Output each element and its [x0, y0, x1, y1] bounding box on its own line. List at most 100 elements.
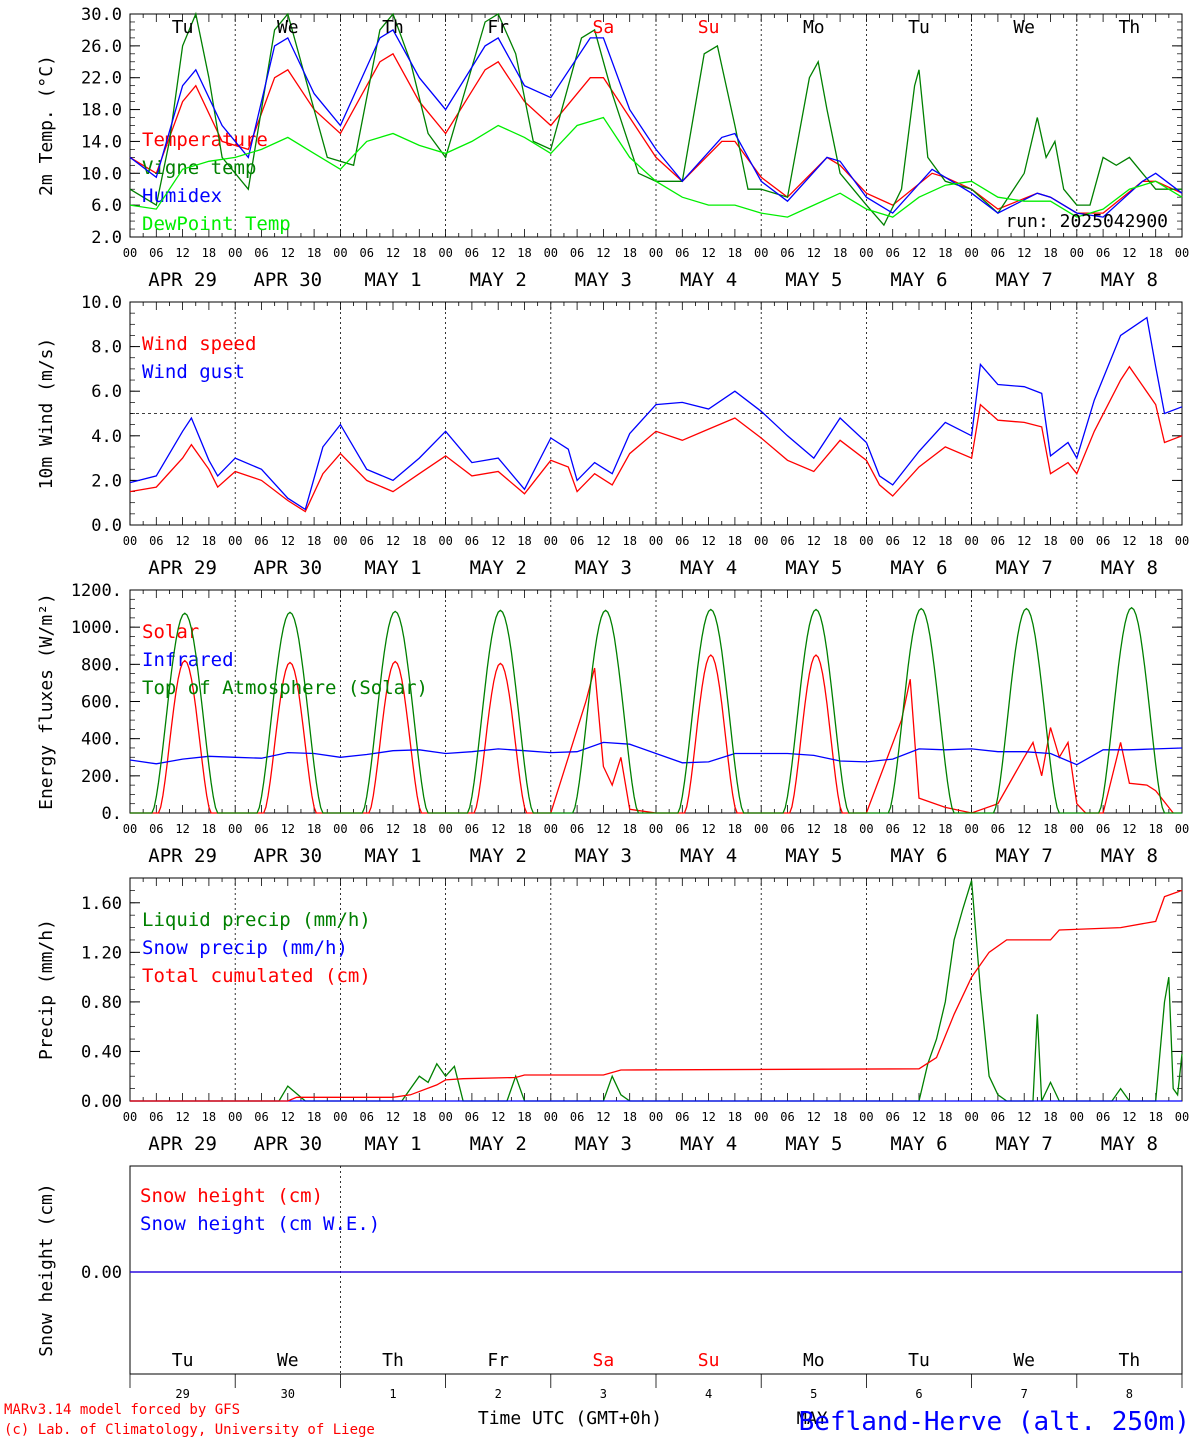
hour-label: 12: [175, 534, 189, 548]
hour-label: 06: [675, 534, 689, 548]
y-tick-label: 800.: [81, 655, 122, 675]
hour-label: 12: [281, 246, 295, 260]
y-axis-label: Snow height (cm): [36, 1183, 57, 1356]
y-tick-label: 0.00: [81, 1092, 122, 1112]
date-label: APR 29: [148, 1133, 217, 1155]
hour-label: 00: [1175, 534, 1189, 548]
date-label: APR 30: [253, 557, 322, 579]
hour-label: 06: [780, 246, 794, 260]
hour-label: 18: [938, 822, 952, 836]
day-number: 1: [389, 1387, 396, 1401]
series-line: [129, 11, 1182, 227]
day-number: 5: [810, 1387, 817, 1401]
hour-label: 00: [649, 534, 663, 548]
date-label: APR 29: [148, 845, 217, 867]
hour-label: 12: [175, 822, 189, 836]
hour-label: 18: [517, 534, 531, 548]
hour-label: 00: [123, 534, 137, 548]
hour-label: 18: [202, 246, 216, 260]
hour-label: 18: [1043, 822, 1057, 836]
hour-label: 06: [991, 246, 1005, 260]
hour-label: 12: [386, 822, 400, 836]
weekday-label: Tu: [172, 1350, 194, 1371]
y-tick-label: 400.: [81, 730, 122, 750]
hour-label: 12: [807, 1110, 821, 1124]
date-label: MAY 8: [1101, 1133, 1158, 1155]
hour-label: 00: [859, 1110, 873, 1124]
hour-label: 00: [1175, 246, 1189, 260]
hour-label: 18: [202, 822, 216, 836]
hour-label: 06: [570, 246, 584, 260]
hour-label: 06: [149, 246, 163, 260]
legend-entry: Top of Atmosphere (Solar): [142, 677, 428, 699]
hour-label: 18: [412, 246, 426, 260]
lab-credit: (c) Lab. of Climatology, University of L…: [4, 1422, 375, 1438]
weekday-header: We: [1013, 17, 1035, 38]
date-label: MAY 3: [575, 557, 632, 579]
hour-label: 00: [964, 822, 978, 836]
hour-label: 18: [412, 1110, 426, 1124]
hour-label: 12: [912, 822, 926, 836]
hour-label: 06: [885, 822, 899, 836]
hour-label: 06: [465, 822, 479, 836]
series-line: [130, 880, 1183, 1102]
hour-label: 00: [333, 246, 347, 260]
date-label: MAY 5: [785, 557, 842, 579]
hour-label: 06: [149, 534, 163, 548]
hour-label: 00: [859, 822, 873, 836]
date-label: MAY 1: [364, 845, 421, 867]
hour-label: 06: [991, 822, 1005, 836]
date-label: MAY 2: [470, 1133, 527, 1155]
weekday-header: Tu: [172, 17, 194, 38]
y-tick-label: 18.0: [81, 101, 122, 121]
hour-label: 18: [728, 246, 742, 260]
hour-label: 00: [859, 534, 873, 548]
hour-label: 12: [807, 822, 821, 836]
hour-label: 06: [885, 1110, 899, 1124]
date-label: MAY 5: [785, 845, 842, 867]
hour-label: 18: [412, 822, 426, 836]
hour-label: 18: [307, 1110, 321, 1124]
hour-label: 18: [622, 246, 636, 260]
hour-label: 18: [1043, 534, 1057, 548]
hour-label: 18: [307, 534, 321, 548]
station-title: Befland-Herve (alt. 250m): [799, 1407, 1190, 1437]
date-label: APR 30: [253, 845, 322, 867]
weekday-header: Tu: [908, 17, 930, 38]
hour-label: 18: [517, 822, 531, 836]
hour-label: 00: [123, 1110, 137, 1124]
hour-label: 00: [649, 1110, 663, 1124]
hour-label: 06: [254, 822, 268, 836]
date-label: MAY 4: [680, 269, 737, 291]
weekday-header: Sa: [593, 17, 615, 38]
hour-label: 18: [412, 534, 426, 548]
weekday-header: Fr: [487, 17, 509, 38]
y-tick-label: 0.00: [81, 1263, 122, 1283]
hour-label: 06: [254, 534, 268, 548]
hour-label: 18: [307, 246, 321, 260]
y-tick-label: 14.0: [81, 132, 122, 152]
hour-label: 18: [202, 534, 216, 548]
hour-label: 00: [544, 1110, 558, 1124]
date-label: MAY 6: [890, 845, 947, 867]
hour-label: 18: [1043, 246, 1057, 260]
hour-label: 00: [649, 822, 663, 836]
series-line: [129, 741, 1183, 766]
day-number: 29: [175, 1387, 189, 1401]
hour-label: 18: [728, 1110, 742, 1124]
hour-label: 00: [649, 246, 663, 260]
date-label: MAY 7: [996, 845, 1053, 867]
y-tick-label: 26.0: [81, 37, 122, 57]
hour-label: 00: [754, 534, 768, 548]
hour-label: 18: [1148, 534, 1162, 548]
hour-label: 18: [1043, 1110, 1057, 1124]
hour-label: 12: [1017, 822, 1031, 836]
hour-label: 18: [833, 1110, 847, 1124]
hour-label: 12: [807, 246, 821, 260]
hour-label: 06: [570, 534, 584, 548]
legend-entry: Snow height (cm): [140, 1185, 323, 1207]
month-label: MAY: [797, 1409, 828, 1429]
weekday-header: Th: [382, 17, 404, 38]
date-label: APR 29: [148, 557, 217, 579]
